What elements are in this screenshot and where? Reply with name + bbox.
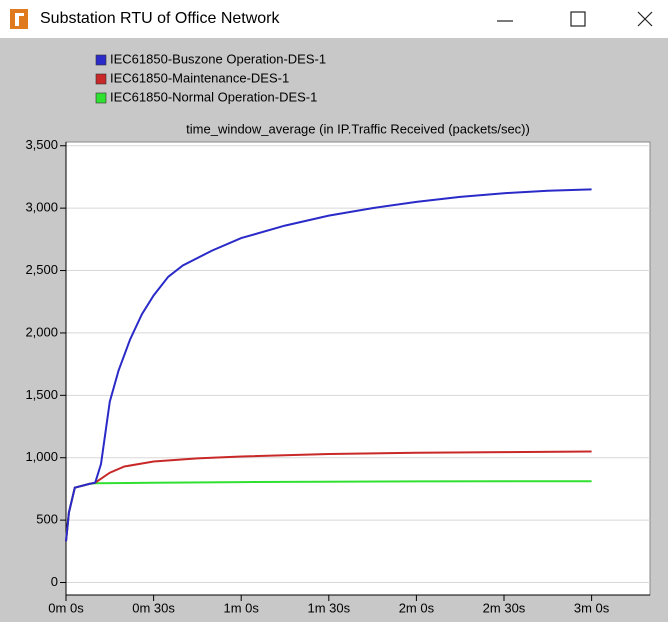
- x-tick-label: 1m 30s: [307, 600, 350, 615]
- plot-area: [65, 141, 651, 596]
- legend-swatch: [95, 73, 107, 85]
- y-tick-label: 3,500: [25, 137, 58, 152]
- window-title: Substation RTU of Office Network: [40, 10, 281, 27]
- x-tick-label: 2m 0s: [399, 600, 435, 615]
- legend-label: IEC61850-Maintenance-DES-1: [110, 70, 289, 85]
- y-tick-label: 2,500: [25, 262, 58, 277]
- y-tick-label: 3,000: [25, 200, 58, 215]
- legend-swatch: [95, 54, 107, 66]
- y-tick-label: 1,500: [25, 387, 58, 402]
- x-tick-label: 0m 0s: [48, 600, 84, 615]
- close-button[interactable]: [637, 11, 653, 27]
- maximize-button[interactable]: [570, 11, 586, 27]
- app-icon-glyph: [15, 13, 19, 26]
- y-tick-label: 500: [36, 512, 58, 527]
- x-tick-label: 3m 0s: [574, 600, 610, 615]
- chart-title: time_window_average (in IP.Traffic Recei…: [186, 121, 530, 136]
- legend-label: IEC61850-Buszone Operation-DES-1: [110, 51, 326, 66]
- y-tick-label: 0: [51, 574, 58, 589]
- legend-label: IEC61850-Normal Operation-DES-1: [110, 89, 317, 104]
- y-tick-label: 1,000: [25, 449, 58, 464]
- y-tick-label: 2,000: [25, 324, 58, 339]
- app-icon-glyph: [15, 13, 24, 16]
- x-tick-label: 1m 0s: [223, 600, 259, 615]
- x-tick-label: 0m 30s: [132, 600, 175, 615]
- legend-swatch: [95, 92, 107, 104]
- x-tick-label: 2m 30s: [483, 600, 526, 615]
- series-line: [65, 188, 592, 542]
- title-bar: [0, 0, 668, 38]
